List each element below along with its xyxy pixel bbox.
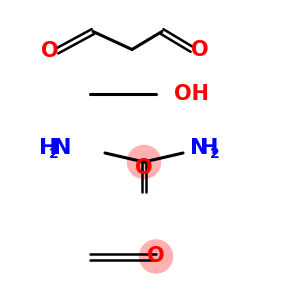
Text: OH: OH — [174, 85, 209, 104]
Text: O: O — [135, 158, 153, 178]
Circle shape — [128, 146, 160, 178]
Text: 2: 2 — [49, 148, 58, 161]
Text: O: O — [41, 41, 58, 61]
Text: O: O — [147, 247, 165, 266]
Text: N: N — [53, 139, 72, 158]
Text: H: H — [39, 139, 58, 158]
Text: N: N — [190, 139, 209, 158]
Text: 2: 2 — [210, 148, 220, 161]
Text: O: O — [191, 40, 208, 59]
Circle shape — [140, 240, 172, 273]
Text: H: H — [200, 139, 219, 158]
